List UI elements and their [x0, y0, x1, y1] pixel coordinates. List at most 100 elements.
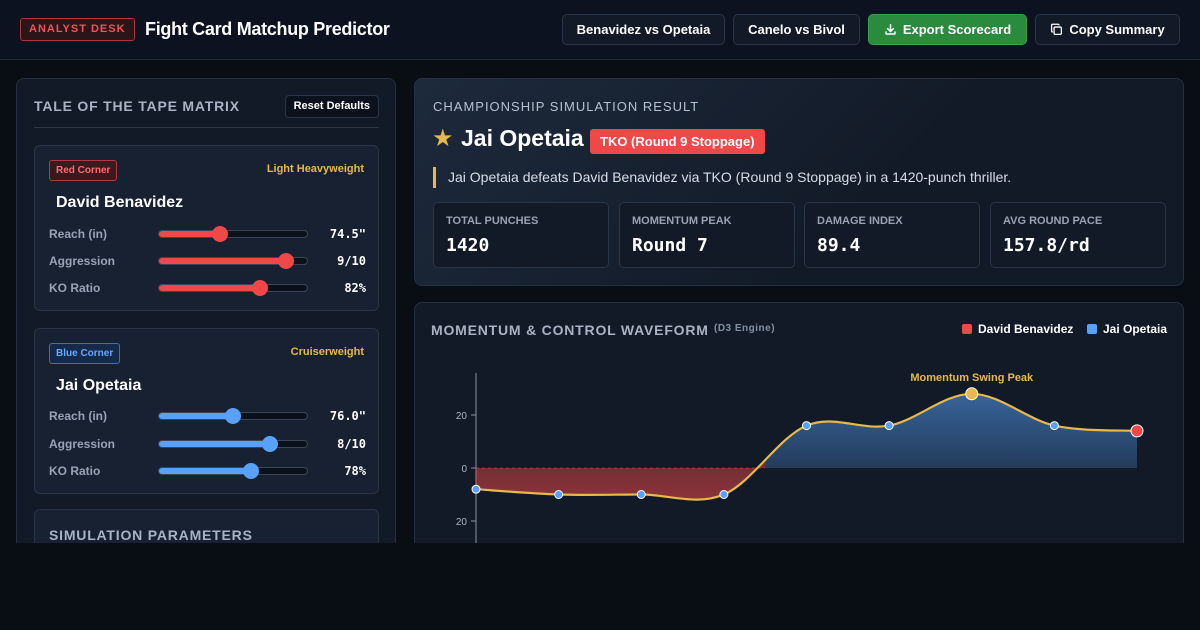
legend-swatch	[1087, 324, 1097, 334]
red-control-area	[476, 460, 766, 500]
copy-summary-button[interactable]: Copy Summary	[1035, 14, 1180, 45]
analyst-desk-badge: ANALYST DESK	[20, 18, 135, 41]
matchup-canelo-bivol-button[interactable]: Canelo vs Bivol	[733, 14, 860, 45]
y-tick-label: 20	[456, 411, 468, 422]
stoppage-point	[1130, 424, 1144, 438]
slider-handle[interactable]	[251, 280, 268, 296]
blue-stat-ko-ratio: KO Ratio 78%	[49, 462, 366, 480]
red-fighter-name: David Benavidez	[56, 194, 184, 211]
metric-card: DAMAGE INDEX 89.4	[804, 202, 980, 268]
aggression-slider[interactable]	[158, 436, 308, 452]
simulation-result-panel: CHAMPIONSHIP SIMULATION RESULT ★ Jai Ope…	[414, 78, 1184, 286]
aggression-slider[interactable]	[158, 253, 308, 269]
metric-label: TOTAL PUNCHES	[446, 215, 539, 227]
export-scorecard-button[interactable]: Export Scorecard	[868, 14, 1027, 45]
chart-subtitle: (D3 Engine)	[714, 323, 776, 334]
red-stat-reach: Reach (in) 74.5"	[49, 225, 366, 243]
metric-value: Round 7	[632, 235, 708, 256]
ko-ratio-slider[interactable]	[158, 463, 308, 479]
blue-corner-card: Blue Corner Cruiserweight Jai Opetaia Re…	[34, 328, 379, 494]
data-point	[554, 490, 564, 499]
stat-label: Aggression	[49, 254, 116, 268]
copy-label: Copy Summary	[1069, 22, 1165, 37]
stat-value: 9/10	[337, 254, 366, 268]
legend-label: David Benavidez	[978, 322, 1074, 336]
data-point	[636, 490, 646, 499]
data-point	[471, 484, 481, 494]
stat-label: Aggression	[49, 437, 116, 451]
peak-annotation: Momentum Swing Peak	[910, 372, 1034, 384]
copy-icon	[1051, 23, 1063, 36]
blue-control-area	[765, 393, 1137, 468]
stat-value: 82%	[344, 281, 366, 295]
reach-slider[interactable]	[158, 408, 308, 424]
simulation-parameters-title: SIMULATION PARAMETERS	[49, 527, 253, 543]
stat-value: 76.0"	[329, 409, 366, 423]
metric-label: MOMENTUM PEAK	[632, 215, 732, 227]
metric-value: 1420	[446, 235, 490, 256]
download-icon	[885, 23, 896, 35]
slider-handle[interactable]	[225, 408, 241, 424]
metric-card: MOMENTUM PEAK Round 7	[619, 202, 795, 268]
data-point	[1049, 421, 1059, 431]
slider-fill	[159, 231, 220, 237]
metric-card: AVG ROUND PACE 157.8/rd	[990, 202, 1166, 268]
slider-handle[interactable]	[278, 253, 295, 269]
stat-label: KO Ratio	[49, 281, 101, 295]
star-icon: ★	[432, 125, 454, 152]
momentum-waveform-chart: 20 0 20 Momentum Swing Peak	[456, 372, 1144, 563]
stat-value: 8/10	[337, 437, 366, 451]
stat-label: KO Ratio	[49, 464, 101, 478]
red-stat-aggression: Aggression 9/10	[49, 252, 366, 270]
reach-slider[interactable]	[158, 226, 308, 242]
result-method-badge: TKO (Round 9 Stoppage)	[590, 129, 765, 154]
app-title: Fight Card Matchup Predictor	[145, 19, 390, 39]
blue-corner-tag: Blue Corner	[49, 343, 121, 364]
metric-value: 89.4	[817, 235, 861, 256]
slider-fill	[159, 468, 251, 474]
matchup-1-label: Benavidez vs Opetaia	[576, 22, 711, 37]
data-point	[719, 490, 729, 499]
tale-of-the-tape-panel: TALE OF THE TAPE MATRIX Reset Defaults R…	[16, 78, 396, 569]
export-label: Export Scorecard	[902, 22, 1012, 37]
y-tick-label: 20	[456, 517, 468, 528]
reset-defaults-button[interactable]: Reset Defaults	[284, 95, 379, 118]
result-heading: CHAMPIONSHIP SIMULATION RESULT	[433, 99, 700, 114]
data-point	[884, 421, 894, 431]
legend-swatch	[962, 324, 972, 334]
tape-title: TALE OF THE TAPE MATRIX	[34, 98, 240, 114]
slider-handle[interactable]	[242, 463, 259, 479]
top-bar: ANALYST DESK Fight Card Matchup Predicto…	[0, 0, 1200, 60]
slider-fill	[159, 441, 270, 447]
legend-item-blue: Jai Opetaia	[1087, 322, 1167, 336]
slider-fill	[159, 258, 287, 264]
winner-name: Jai Opetaia	[461, 125, 584, 151]
metric-label: AVG ROUND PACE	[1003, 215, 1103, 227]
y-tick-label: 0	[461, 464, 467, 475]
matchup-benavidez-opetaia-button[interactable]: Benavidez vs Opetaia	[562, 14, 725, 45]
slider-handle[interactable]	[211, 226, 228, 242]
stat-value: 78%	[344, 464, 366, 478]
metric-value: 157.8/rd	[1003, 235, 1090, 256]
stat-value: 74.5"	[329, 227, 366, 241]
blue-weight-class: Cruiserweight	[290, 346, 364, 358]
slider-fill	[159, 413, 233, 419]
red-corner-card: Red Corner Light Heavyweight David Benav…	[34, 145, 379, 311]
metric-label: DAMAGE INDEX	[817, 215, 903, 227]
slider-fill	[159, 285, 260, 291]
slider-handle[interactable]	[262, 436, 278, 452]
blue-stat-aggression: Aggression 8/10	[49, 435, 366, 453]
red-weight-class: Light Heavyweight	[266, 163, 364, 175]
chart-title: MOMENTUM & CONTROL WAVEFORM	[431, 322, 709, 338]
ko-ratio-slider[interactable]	[158, 280, 308, 296]
matchup-2-label: Canelo vs Bivol	[748, 22, 845, 37]
red-stat-ko-ratio: KO Ratio 82%	[49, 279, 366, 297]
data-point	[802, 421, 811, 431]
stat-label: Reach (in)	[49, 409, 108, 423]
legend-label: Jai Opetaia	[1103, 322, 1168, 336]
stat-label: Reach (in)	[49, 227, 108, 241]
divider	[34, 127, 379, 128]
metric-card: TOTAL PUNCHES 1420	[433, 202, 609, 268]
blue-stat-reach: Reach (in) 76.0"	[49, 407, 366, 425]
page-bottom	[0, 543, 1200, 630]
